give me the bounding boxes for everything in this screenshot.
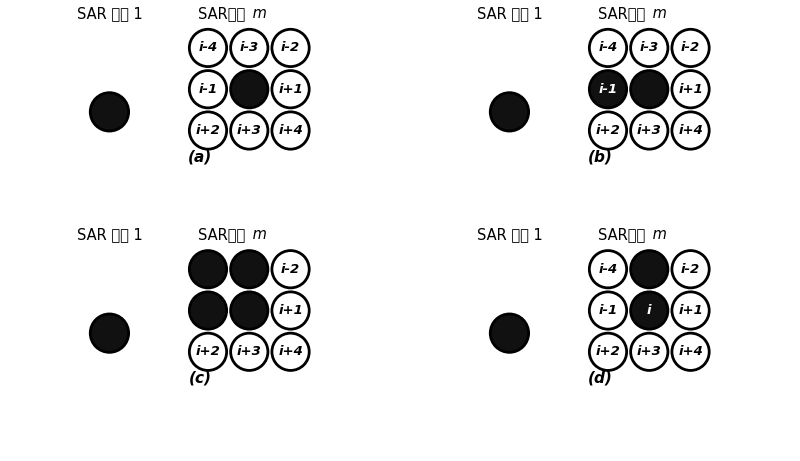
Text: i-1: i-1	[598, 83, 618, 96]
Circle shape	[630, 71, 668, 108]
Text: i-2: i-2	[281, 41, 300, 54]
Circle shape	[230, 251, 268, 288]
Text: i-4: i-4	[598, 263, 618, 276]
Text: SAR图像: SAR图像	[198, 227, 246, 242]
Circle shape	[230, 333, 268, 371]
Circle shape	[590, 30, 626, 66]
Text: m: m	[248, 6, 267, 21]
Circle shape	[490, 314, 529, 352]
Circle shape	[672, 30, 710, 66]
Circle shape	[630, 112, 668, 149]
Text: i-3: i-3	[640, 41, 659, 54]
Text: i+2: i+2	[595, 345, 621, 358]
Circle shape	[230, 112, 268, 149]
Text: i-2: i-2	[681, 41, 700, 54]
Circle shape	[630, 251, 668, 288]
Circle shape	[490, 93, 529, 131]
Text: SAR图像: SAR图像	[598, 227, 646, 242]
Circle shape	[190, 71, 226, 108]
Text: i+4: i+4	[278, 124, 303, 137]
Text: SAR图像: SAR图像	[598, 6, 646, 21]
Circle shape	[90, 314, 129, 352]
Circle shape	[272, 333, 310, 371]
Circle shape	[230, 71, 268, 108]
Text: i+3: i+3	[637, 124, 662, 137]
Circle shape	[672, 292, 710, 329]
Text: i+4: i+4	[678, 345, 703, 358]
Circle shape	[672, 251, 710, 288]
Circle shape	[272, 112, 310, 149]
Circle shape	[630, 30, 668, 66]
Circle shape	[630, 333, 668, 371]
Text: i-4: i-4	[198, 41, 218, 54]
Text: m: m	[648, 227, 667, 242]
Circle shape	[672, 333, 710, 371]
Text: i-2: i-2	[281, 263, 300, 276]
Text: i-1: i-1	[198, 83, 218, 96]
Text: (b): (b)	[587, 150, 613, 165]
Circle shape	[590, 71, 626, 108]
Circle shape	[590, 251, 626, 288]
Text: (a): (a)	[188, 150, 212, 165]
Text: i+2: i+2	[195, 124, 221, 137]
Text: m: m	[648, 6, 667, 21]
Text: SAR 图像 1: SAR 图像 1	[77, 227, 142, 242]
Circle shape	[672, 112, 710, 149]
Circle shape	[590, 333, 626, 371]
Text: m: m	[248, 227, 267, 242]
Text: (c): (c)	[189, 371, 211, 386]
Circle shape	[590, 112, 626, 149]
Circle shape	[190, 251, 226, 288]
Circle shape	[190, 292, 226, 329]
Text: (d): (d)	[587, 371, 613, 386]
Circle shape	[272, 30, 310, 66]
Text: i+3: i+3	[237, 345, 262, 358]
Circle shape	[272, 292, 310, 329]
Circle shape	[272, 251, 310, 288]
Text: i+2: i+2	[195, 345, 221, 358]
Circle shape	[190, 30, 226, 66]
Text: i+3: i+3	[637, 345, 662, 358]
Circle shape	[630, 292, 668, 329]
Text: i+4: i+4	[278, 345, 303, 358]
Text: SAR 图像 1: SAR 图像 1	[77, 6, 142, 21]
Text: i+2: i+2	[595, 124, 621, 137]
Text: i-1: i-1	[598, 304, 618, 317]
Text: SAR 图像 1: SAR 图像 1	[477, 6, 542, 21]
Text: i-2: i-2	[681, 263, 700, 276]
Text: i+1: i+1	[678, 304, 703, 317]
Circle shape	[190, 333, 226, 371]
Text: SAR 图像 1: SAR 图像 1	[477, 227, 542, 242]
Text: i+1: i+1	[678, 83, 703, 96]
Text: i+1: i+1	[278, 83, 303, 96]
Text: i+4: i+4	[678, 124, 703, 137]
Text: i+3: i+3	[237, 124, 262, 137]
Circle shape	[272, 71, 310, 108]
Circle shape	[230, 30, 268, 66]
Text: SAR图像: SAR图像	[198, 6, 246, 21]
Circle shape	[230, 292, 268, 329]
Text: i-3: i-3	[240, 41, 259, 54]
Circle shape	[190, 112, 226, 149]
Circle shape	[672, 71, 710, 108]
Circle shape	[90, 93, 129, 131]
Text: i-4: i-4	[598, 41, 618, 54]
Text: i+1: i+1	[278, 304, 303, 317]
Circle shape	[590, 292, 626, 329]
Text: i: i	[647, 304, 651, 317]
